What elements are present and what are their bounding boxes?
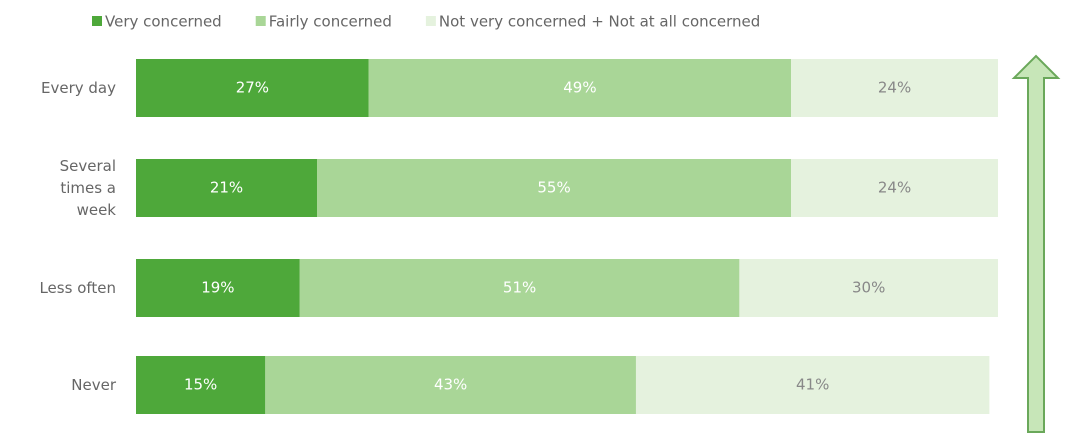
bar-segment — [368, 59, 792, 117]
y-tick-label: Several times a week — [59, 157, 116, 219]
data-label: 19% — [201, 279, 234, 297]
bar-segment — [791, 159, 998, 217]
data-label: 43% — [434, 376, 467, 394]
bar-segment — [265, 356, 636, 414]
bar-segment — [299, 259, 740, 317]
legend-label: Very concerned — [105, 13, 222, 31]
data-label: 24% — [878, 179, 911, 197]
bar-segment — [635, 356, 990, 414]
legend-label: Fairly concerned — [269, 13, 392, 31]
legend-swatch — [425, 16, 436, 26]
bar-segment — [136, 159, 318, 217]
data-label: 21% — [210, 179, 243, 197]
data-label: 15% — [184, 376, 217, 394]
legend-swatch — [92, 16, 102, 26]
y-tick-label: Never — [71, 376, 116, 394]
bar-segment — [136, 259, 300, 317]
y-tick-label: Less often — [39, 279, 116, 297]
bar-segment — [136, 59, 369, 117]
data-label: 24% — [878, 79, 911, 97]
bar-segment — [739, 259, 998, 317]
bar-segment — [317, 159, 792, 217]
legend-swatch — [255, 16, 266, 26]
data-label: 41% — [796, 376, 829, 394]
data-label: 55% — [537, 179, 570, 197]
data-label: 30% — [852, 279, 885, 297]
bar-segment — [791, 59, 998, 117]
bar-segment — [136, 356, 266, 414]
y-tick-label: Every day — [41, 79, 116, 97]
legend-label: Not very concerned + Not at all concerne… — [439, 13, 760, 31]
data-label: 49% — [563, 79, 596, 97]
trend-arrow — [1011, 54, 1061, 433]
data-label: 51% — [503, 279, 536, 297]
data-label: 27% — [236, 79, 269, 97]
